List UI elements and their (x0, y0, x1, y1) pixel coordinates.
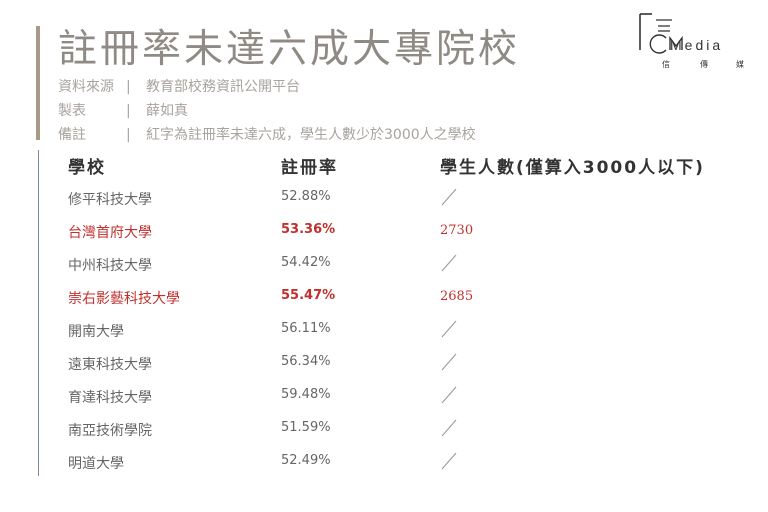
meta-separator: | (126, 127, 131, 143)
school-name: 開南大學 (68, 324, 124, 340)
not-applicable-slash-icon (441, 254, 457, 272)
not-applicable-slash-icon (441, 188, 457, 206)
meta-separator: | (126, 103, 131, 119)
meta-source-key: 資料來源 (58, 79, 114, 95)
table-row: 開南大學 56.11% (0, 313, 768, 346)
table-row: 修平科技大學 52.88% (0, 181, 768, 214)
table-row: 崇右影藝科技大學 55.47% 2685 (0, 280, 768, 313)
school-name: 遠東科技大學 (68, 357, 152, 373)
meta-separator: | (126, 79, 131, 95)
enrollment-rate: 56.34% (281, 354, 331, 369)
school-name: 南亞技術學院 (68, 423, 152, 439)
logo-text: Media (670, 37, 723, 53)
meta-note-key: 備註 (58, 127, 86, 143)
not-applicable-slash-icon (441, 386, 457, 404)
student-count: 2730 (440, 223, 474, 238)
meta-author-value: 薛如真 (146, 103, 188, 119)
meta-author: 製表 | 薛如真 (58, 100, 188, 120)
not-applicable-slash-icon (441, 419, 457, 437)
meta-author-key: 製表 (58, 103, 86, 119)
enrollment-rate: 55.47% (281, 288, 336, 303)
table-row: 南亞技術學院 51.59% (0, 412, 768, 445)
school-name: 育達科技大學 (68, 390, 152, 406)
meta-note-value: 紅字為註冊率未達六成，學生人數少於3000人之學校 (146, 127, 476, 143)
not-applicable-slash-icon (441, 320, 457, 338)
logo-char-1: 信 (662, 59, 670, 69)
not-applicable-slash-icon (441, 353, 457, 371)
media-logo: Media 信 傳 媒 (639, 13, 744, 69)
not-applicable-slash-icon (441, 452, 457, 470)
enrollment-rate: 52.88% (281, 189, 331, 204)
table-row: 中州科技大學 54.42% (0, 247, 768, 280)
enrollment-rate: 56.11% (281, 321, 331, 336)
enrollment-rate: 51.59% (281, 420, 331, 435)
school-name: 明道大學 (68, 456, 124, 472)
school-name: 台灣首府大學 (68, 225, 152, 241)
enrollment-rate: 52.49% (281, 453, 331, 468)
enrollment-rate: 53.36% (281, 222, 336, 237)
meta-source: 資料來源 | 教育部校務資訊公開平台 (58, 76, 300, 96)
table-row: 遠東科技大學 56.34% (0, 346, 768, 379)
school-name: 中州科技大學 (68, 258, 152, 274)
student-count: 2685 (440, 289, 474, 304)
enrollment-rate: 59.48% (281, 387, 331, 402)
meta-source-value: 教育部校務資訊公開平台 (146, 79, 300, 95)
title-accent-bar (36, 26, 40, 140)
table-row: 明道大學 52.49% (0, 445, 768, 478)
logo-char-3: 媒 (736, 60, 744, 69)
page-title: 註冊率未達六成大專院校 (58, 27, 521, 72)
header-school: 學校 (68, 158, 106, 178)
enrollment-rate: 54.42% (281, 255, 331, 270)
table-row: 台灣首府大學 53.36% 2730 (0, 214, 768, 247)
meta-note: 備註 | 紅字為註冊率未達六成，學生人數少於3000人之學校 (58, 124, 476, 144)
header-rate: 註冊率 (281, 158, 338, 178)
table-left-rule (38, 150, 39, 476)
table-row: 育達科技大學 59.48% (0, 379, 768, 412)
school-name: 崇右影藝科技大學 (68, 291, 180, 307)
school-name: 修平科技大學 (68, 192, 152, 208)
logo-char-2: 傳 (700, 59, 708, 69)
header-count: 學生人數(僅算入3000人以下) (440, 158, 705, 178)
